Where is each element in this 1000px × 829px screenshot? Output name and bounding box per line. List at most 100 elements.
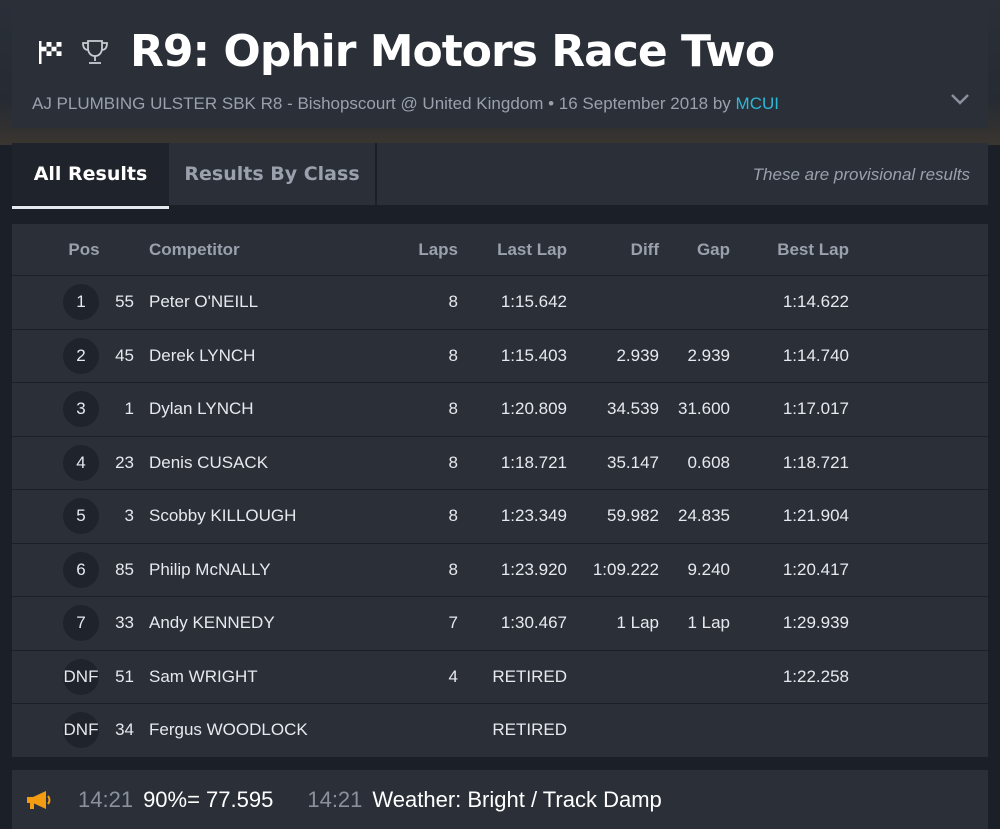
competitor-name: Scobby KILLOUGH [149,506,297,526]
column-header-laps[interactable]: Laps [418,239,458,259]
best-lap-value: 1:18.721 [782,452,849,472]
race-number: 51 [115,666,134,686]
last-lap-value: 1:20.809 [500,399,567,419]
position-badge: DNF [63,658,99,695]
event-subtitle: AJ PLUMBING ULSTER SBK R8 - Bishopscourt… [32,94,779,114]
race-number: 85 [115,559,134,579]
last-lap-value: 1:15.642 [500,292,567,312]
column-header-competitor[interactable]: Competitor [149,239,240,259]
last-lap-value: 1:23.349 [500,506,567,526]
position-badge: 3 [63,391,99,428]
diff-value: 35.147 [607,452,659,472]
position-cell: 3 [62,383,100,436]
gap-value [662,704,730,757]
megaphone-icon [24,788,54,812]
race-number: 55 [115,292,134,312]
diff-value: 34.539 [607,399,659,419]
gap-value: 2.939 [687,345,730,365]
position-cell: 4 [62,437,100,490]
ticker-time: 14:21 [307,786,363,812]
position-cell: 2 [62,330,100,383]
competitor-name: Derek LYNCH [149,345,256,365]
race-number: 1 [124,399,134,419]
event-header: R9: Ophir Motors Race Two AJ PLUMBING UL… [12,0,988,128]
competitor-name: Sam WRIGHT [149,666,258,686]
competitor-name: Fergus WOODLOCK [149,720,308,740]
laps-value: 8 [448,559,458,579]
column-header-pos[interactable]: Pos [68,239,100,259]
table-row[interactable]: DNF 51 Sam WRIGHT 4 RETIRED 1:22.258 [12,650,988,704]
gap-value: 1 Lap [687,613,730,633]
table-row[interactable]: 3 1 Dylan LYNCH 8 1:20.809 34.539 31.600… [12,383,988,436]
laps-value: 8 [448,452,458,472]
gap-value: 0.608 [687,452,730,472]
laps-value: 8 [448,345,458,365]
race-number: 45 [115,345,134,365]
results-table: Pos Competitor Laps Last Lap Diff Gap Be… [12,224,988,757]
checkered-flag-icon [36,38,64,66]
ticker-message: 90%= 77.595 [143,786,274,812]
best-lap-value: 1:22.258 [782,666,849,686]
best-lap-value [749,704,849,757]
table-row[interactable]: 1 55 Peter O'NEILL 8 1:15.642 1:14.622 [12,276,988,329]
diff-value: 59.982 [607,506,659,526]
race-number: 3 [124,506,134,526]
gap-value: 9.240 [687,559,730,579]
competitor-name: Peter O'NEILL [149,292,259,312]
competitor-name: Andy KENNEDY [149,613,275,633]
laps-value: 8 [448,506,458,526]
table-header: Pos Competitor Laps Last Lap Diff Gap Be… [12,224,988,275]
column-header-last-lap[interactable]: Last Lap [497,239,567,259]
table-row[interactable]: 4 23 Denis CUSACK 8 1:18.721 35.147 0.60… [12,436,988,490]
last-lap-value: 1:23.920 [500,559,567,579]
column-header-diff[interactable]: Diff [630,239,659,259]
ticker-message: Weather: Bright / Track Damp [372,786,662,812]
ticker-time: 14:21 [78,786,134,812]
gap-value: 24.835 [678,506,730,526]
trophy-icon [80,37,110,67]
best-lap-value: 1:17.017 [782,399,849,419]
tab-results-by-class[interactable]: Results By Class [169,143,377,205]
laps-value: 7 [448,613,458,633]
table-row[interactable]: DNF 34 Fergus WOODLOCK RETIRED [12,704,988,757]
position-badge: 5 [63,498,99,535]
competitor-name: Denis CUSACK [149,452,269,472]
diff-value: 2.939 [616,345,659,365]
chevron-down-icon[interactable] [950,92,970,106]
column-header-best-lap[interactable]: Best Lap [777,239,849,259]
position-cell: 1 [62,276,100,329]
table-row[interactable]: 7 33 Andy KENNEDY 7 1:30.467 1 Lap 1 Lap… [12,597,988,650]
best-lap-value: 1:14.740 [782,345,849,365]
author-link[interactable]: MCUI [735,94,779,113]
laps-value: 8 [448,292,458,312]
best-lap-value: 1:29.939 [782,613,849,633]
live-ticker: 14:21 90%= 77.595 14:21 Weather: Bright … [12,770,988,829]
laps-value: 8 [448,399,458,419]
table-row[interactable]: 5 3 Scobby KILLOUGH 8 1:23.349 59.982 24… [12,490,988,543]
page-title: R9: Ophir Motors Race Two [130,26,775,77]
results-tabs: All Results Results By Class These are p… [12,143,988,209]
diff-value: 1 Lap [616,613,659,633]
gap-value: 31.600 [678,399,730,419]
table-row[interactable]: 2 45 Derek LYNCH 8 1:15.403 2.939 2.939 … [12,329,988,383]
position-badge: DNF [63,712,99,749]
competitor-name: Dylan LYNCH [149,399,254,419]
laps-value: 4 [448,666,458,686]
position-cell: DNF [62,651,100,704]
position-badge: 4 [63,444,99,481]
best-lap-value: 1:20.417 [782,559,849,579]
diff-value [572,651,659,704]
diff-value: 1:09.222 [592,559,659,579]
competitor-name: Philip McNALLY [149,559,271,579]
laps-value [398,704,458,757]
title-row: R9: Ophir Motors Race Two [36,26,775,77]
column-header-gap[interactable]: Gap [696,239,730,259]
position-badge: 2 [63,337,99,374]
provisional-note: These are provisional results [752,165,970,184]
last-lap-value: 1:15.403 [500,345,567,365]
race-number: 23 [115,452,134,472]
position-badge: 6 [63,551,99,588]
table-row[interactable]: 6 85 Philip McNALLY 8 1:23.920 1:09.222 … [12,543,988,596]
tab-all-results[interactable]: All Results [12,143,169,209]
last-lap-value: 1:30.467 [500,613,567,633]
